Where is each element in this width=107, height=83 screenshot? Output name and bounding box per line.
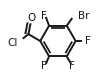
Text: F: F [85, 36, 91, 46]
Text: F: F [41, 61, 47, 71]
Text: F: F [41, 11, 47, 21]
Text: Cl: Cl [7, 38, 18, 48]
Text: O: O [27, 13, 36, 23]
Text: F: F [69, 61, 75, 71]
Text: Br: Br [78, 11, 89, 21]
